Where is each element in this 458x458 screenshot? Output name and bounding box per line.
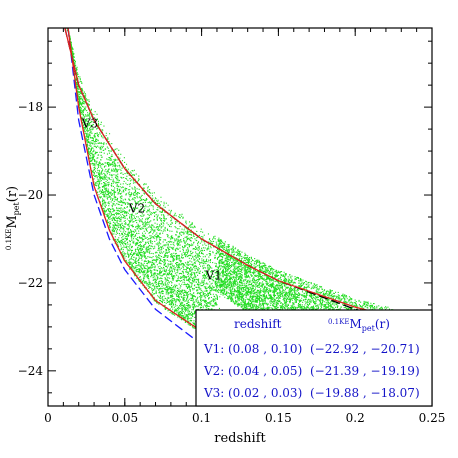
legend-row-magnitude: (−19.88 , −18.07): [310, 386, 420, 400]
y-axis-label-prefix: 0.1KE: [5, 229, 13, 250]
legend-header-magnitude: 0.1KEMpet(r): [328, 317, 390, 333]
legend-row-redshift: (0.02 , 0.03): [228, 386, 302, 400]
y-axis-label-post: (r): [5, 186, 20, 202]
y-axis-label: 0.1KEMpet(r): [5, 186, 21, 250]
y-tick-label: −24: [18, 364, 44, 378]
x-tick-label: 0.25: [419, 411, 446, 425]
curve-red-lower: [64, 28, 432, 328]
axis-ticks: 0 0.05 0.1 0.15 0.2 0.25 −18 −20 −22 −24: [18, 28, 446, 425]
legend-header-redshift: redshift: [234, 317, 282, 331]
x-tick-label: 0.15: [265, 411, 292, 425]
x-tick-label: 0.05: [111, 411, 138, 425]
legend-row-magnitude: (−21.39 , −19.19): [310, 364, 420, 378]
y-tick-label: −18: [18, 100, 43, 114]
curve-black-dashed: [64, 28, 432, 330]
legend-box: [195, 309, 433, 407]
box-label-v3: V3: [81, 117, 98, 131]
legend-row-magnitude: (−22.92 , −20.71): [310, 342, 420, 356]
y-axis-label-main: M: [5, 215, 20, 228]
y-tick-label: −22: [18, 276, 43, 290]
y-tick-label: −20: [18, 188, 43, 202]
volume-boxes: V1 V2 V3: [81, 117, 222, 283]
legend: redshift 0.1KEMpet(r) V1: (0.08 , 0.10) (−22…: [195, 309, 433, 407]
y-axis-label-sub: pet: [12, 201, 21, 215]
legend-row-name: V2:: [203, 364, 224, 378]
legend-row-redshift: (0.08 , 0.10): [228, 342, 302, 356]
x-tick-label: 0: [44, 411, 52, 425]
legend-row-name: V1:: [203, 342, 224, 356]
x-axis-label: redshift: [214, 431, 266, 446]
x-tick-label: 0.1: [192, 411, 211, 425]
box-label-v1: V1: [205, 269, 222, 283]
legend-row-name: V3:: [203, 386, 224, 400]
legend-row-redshift: (0.04 , 0.05): [228, 364, 302, 378]
box-label-v2: V2: [128, 202, 145, 216]
x-tick-label: 0.2: [346, 411, 365, 425]
